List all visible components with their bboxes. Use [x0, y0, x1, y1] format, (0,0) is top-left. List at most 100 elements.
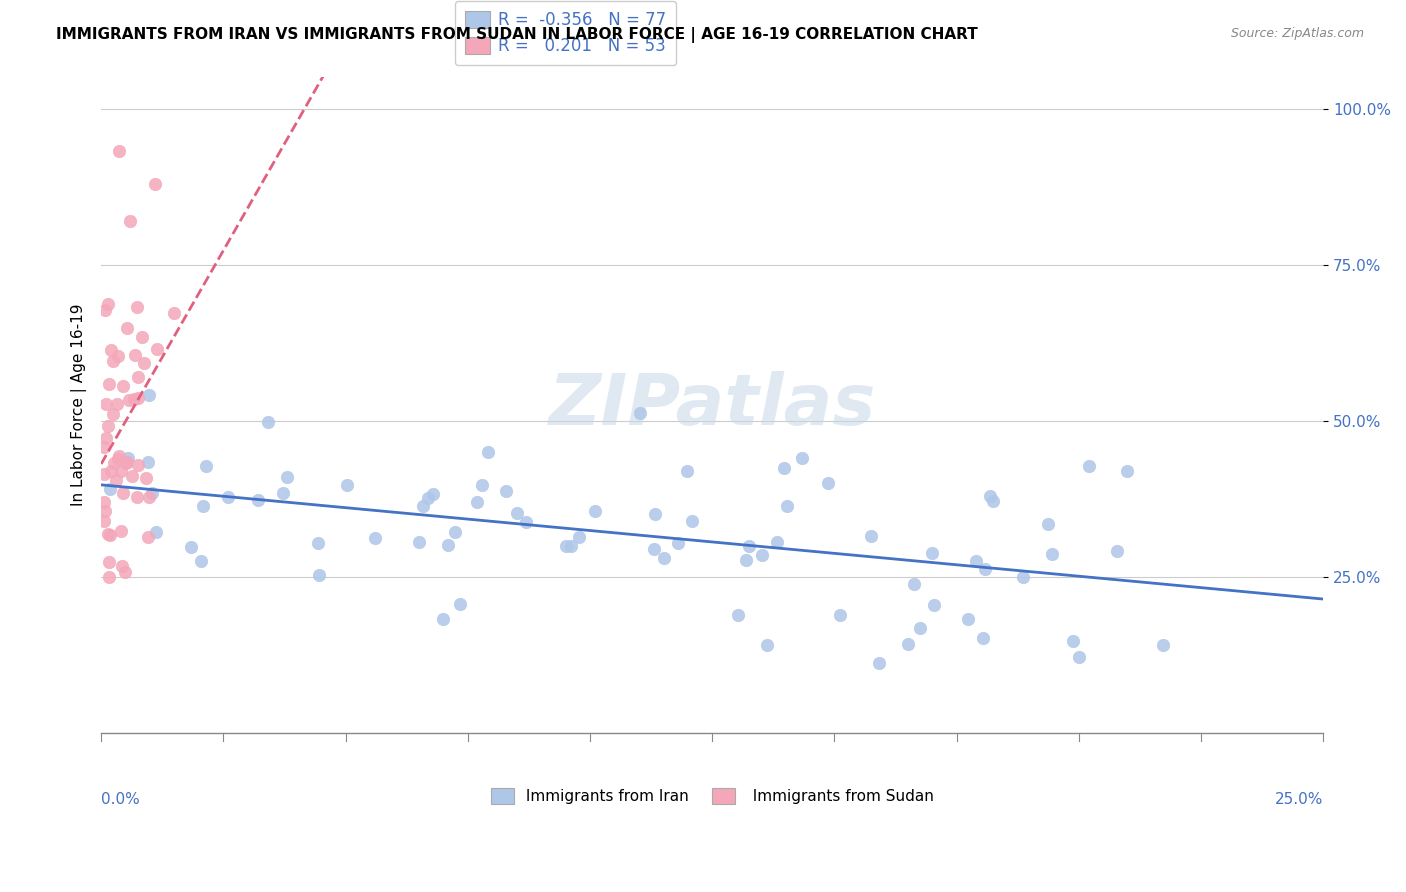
- Point: [93, 495, 115, 509]
- Point: [180, 541, 202, 555]
- Point: [97, 555, 120, 569]
- Point: [495, 483, 517, 498]
- Point: [308, 567, 330, 582]
- Point: [583, 504, 606, 518]
- Point: [114, 456, 136, 470]
- Point: [628, 407, 651, 421]
- Point: [111, 379, 134, 393]
- Point: [972, 631, 994, 645]
- Point: [136, 455, 159, 469]
- Point: [98, 528, 121, 542]
- Point: [921, 546, 943, 560]
- Point: [127, 458, 149, 472]
- Point: [1105, 544, 1128, 558]
- Point: [676, 464, 699, 478]
- Point: [734, 553, 756, 567]
- Point: [93, 514, 115, 528]
- Point: [1115, 464, 1137, 478]
- Point: [103, 456, 125, 470]
- Point: [107, 451, 129, 466]
- Point: [97, 376, 120, 391]
- Point: [568, 530, 591, 544]
- Text: Source: ZipAtlas.com: Source: ZipAtlas.com: [1230, 27, 1364, 40]
- Point: [1062, 634, 1084, 648]
- Point: [105, 473, 128, 487]
- Point: [127, 391, 149, 405]
- Text: 0.0%: 0.0%: [101, 792, 139, 807]
- Point: [96, 397, 118, 411]
- Point: [107, 349, 129, 363]
- Point: [122, 392, 145, 406]
- Point: [773, 460, 796, 475]
- Point: [112, 486, 135, 500]
- Point: [115, 454, 138, 468]
- Point: [364, 531, 387, 545]
- Point: [118, 392, 141, 407]
- Point: [776, 500, 799, 514]
- Point: [105, 396, 128, 410]
- Text: 25.0%: 25.0%: [1275, 792, 1323, 807]
- Point: [666, 536, 689, 550]
- Point: [1077, 458, 1099, 473]
- Point: [654, 551, 676, 566]
- Point: [94, 303, 117, 318]
- Point: [412, 499, 434, 513]
- Point: [644, 507, 666, 521]
- Point: [114, 565, 136, 579]
- Point: [93, 467, 115, 482]
- Point: [111, 559, 134, 574]
- Point: [124, 348, 146, 362]
- Point: [408, 534, 430, 549]
- Point: [125, 490, 148, 504]
- Y-axis label: In Labor Force | Age 16-19: In Labor Force | Age 16-19: [72, 304, 87, 507]
- Point: [94, 504, 117, 518]
- Point: [860, 529, 883, 543]
- Point: [138, 490, 160, 504]
- Point: [190, 554, 212, 568]
- Point: [97, 297, 120, 311]
- Point: [828, 607, 851, 622]
- Point: [897, 637, 920, 651]
- Point: [868, 656, 890, 670]
- Point: [751, 549, 773, 563]
- Point: [108, 144, 131, 158]
- Point: [1040, 547, 1063, 561]
- Point: [97, 419, 120, 434]
- Point: [256, 415, 278, 429]
- Text: IMMIGRANTS FROM IRAN VS IMMIGRANTS FROM SUDAN IN LABOR FORCE | AGE 16-19 CORRELA: IMMIGRANTS FROM IRAN VS IMMIGRANTS FROM …: [56, 27, 979, 43]
- Point: [276, 470, 298, 484]
- Point: [681, 514, 703, 528]
- Point: [1067, 650, 1090, 665]
- Point: [738, 539, 761, 553]
- Point: [131, 330, 153, 344]
- Point: [195, 458, 218, 473]
- Point: [100, 464, 122, 478]
- Legend:  Immigrants from Iran,   Immigrants from Sudan: Immigrants from Iran, Immigrants from Su…: [485, 782, 939, 811]
- Point: [477, 445, 499, 459]
- Point: [756, 638, 779, 652]
- Point: [416, 491, 439, 506]
- Point: [127, 370, 149, 384]
- Point: [97, 526, 120, 541]
- Point: [443, 525, 465, 540]
- Point: [141, 486, 163, 500]
- Point: [979, 489, 1001, 503]
- Point: [506, 506, 529, 520]
- Point: [98, 482, 121, 496]
- Point: [515, 515, 537, 529]
- Point: [135, 471, 157, 485]
- Point: [247, 493, 270, 508]
- Point: [307, 535, 329, 549]
- Point: [449, 598, 471, 612]
- Point: [1036, 517, 1059, 532]
- Point: [118, 214, 141, 228]
- Point: [422, 487, 444, 501]
- Point: [110, 524, 132, 538]
- Point: [957, 612, 980, 626]
- Point: [103, 354, 125, 368]
- Point: [554, 539, 576, 553]
- Point: [643, 542, 665, 557]
- Point: [271, 485, 294, 500]
- Point: [336, 477, 359, 491]
- Point: [107, 449, 129, 463]
